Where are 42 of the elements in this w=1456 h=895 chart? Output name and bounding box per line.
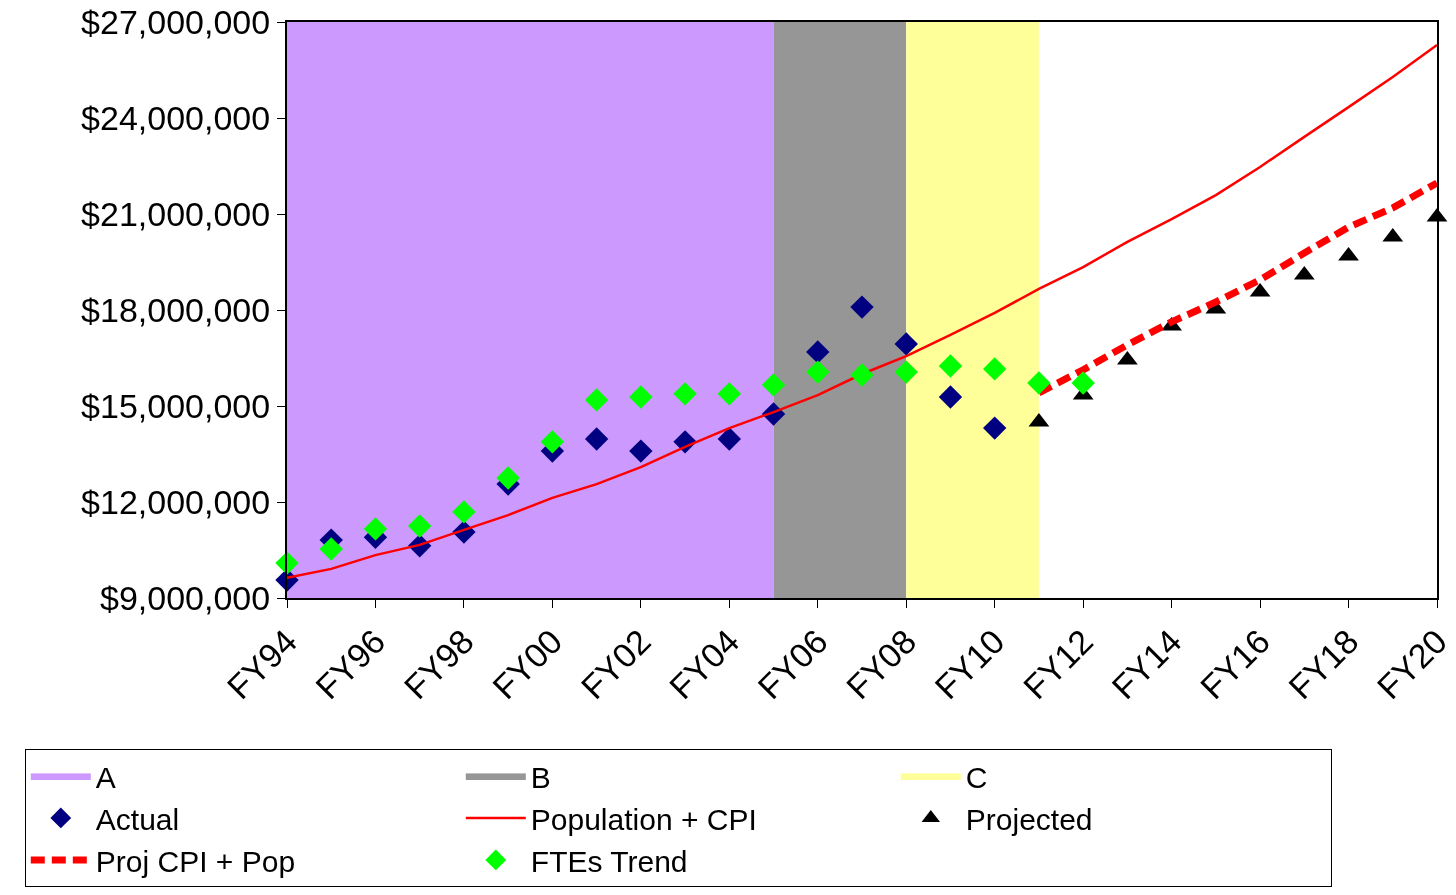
point (584, 427, 609, 451)
y-tick-label: $18,000,000 (81, 290, 271, 329)
y-tick-label: $27,000,000 (81, 2, 271, 41)
legend-label: C (965, 760, 988, 794)
legend-label: A (95, 760, 116, 794)
point (806, 360, 830, 384)
y-tick-label: $12,000,000 (81, 482, 271, 521)
point (629, 439, 653, 463)
y-tick-label: $9,000,000 (100, 578, 271, 617)
point (717, 427, 742, 451)
point (673, 382, 697, 406)
point (319, 537, 343, 561)
point (452, 500, 476, 524)
y-tick-label: $15,000,000 (81, 386, 271, 425)
legend-label: B (530, 760, 551, 794)
y-tick-label: $21,000,000 (81, 194, 271, 233)
legend-label: Population + CPI (530, 802, 757, 836)
point (982, 416, 1007, 440)
legend-label: Proj CPI + Pop (95, 844, 296, 878)
point (1071, 371, 1095, 395)
point (761, 373, 786, 397)
point (496, 466, 520, 490)
point (1338, 246, 1359, 261)
point (894, 360, 918, 384)
legend-label: Projected (965, 802, 1093, 836)
point (629, 385, 653, 409)
point (806, 340, 830, 364)
point (717, 382, 742, 406)
point (407, 514, 432, 538)
point (850, 295, 874, 319)
point (938, 354, 963, 378)
point (363, 517, 388, 541)
legend-label: FTEs Trend (530, 844, 688, 878)
point (540, 430, 565, 454)
point (938, 385, 963, 409)
point (982, 357, 1007, 381)
y-tick-label: $24,000,000 (81, 98, 271, 137)
legend-label: Actual (95, 802, 180, 836)
point (1027, 371, 1051, 395)
point (584, 388, 609, 412)
point (850, 363, 874, 387)
point (894, 332, 918, 356)
